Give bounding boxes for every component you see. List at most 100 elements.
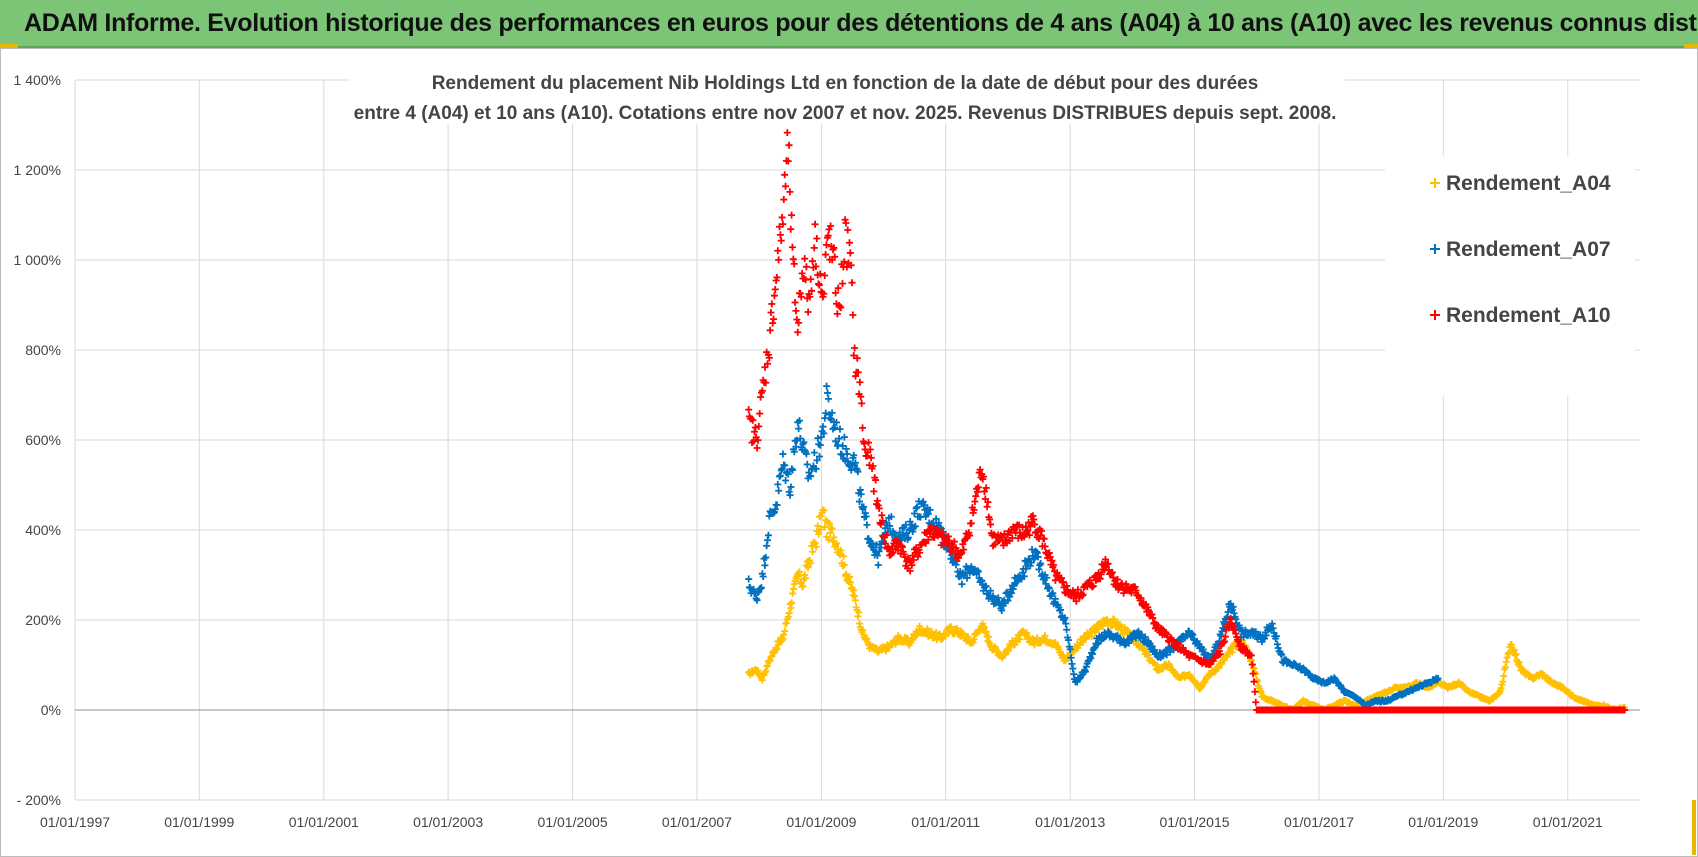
legend-marker <box>1430 244 1440 254</box>
chart-title: Rendement du placement Nib Holdings Ltd … <box>350 62 1345 124</box>
x-tick-label: 01/01/1999 <box>164 814 234 830</box>
data-point <box>881 539 889 547</box>
data-point <box>1229 603 1237 611</box>
data-point <box>869 462 877 470</box>
data-points <box>745 129 1629 714</box>
data-point <box>779 220 787 228</box>
data-point <box>751 423 759 431</box>
data-point <box>782 476 790 484</box>
y-tick-label: 1 200% <box>14 162 61 178</box>
data-point <box>842 219 850 227</box>
data-point <box>830 533 838 541</box>
data-point <box>835 435 843 443</box>
data-point <box>807 472 815 480</box>
data-point <box>762 553 770 561</box>
data-point <box>828 409 836 417</box>
data-point <box>1027 559 1035 567</box>
data-point <box>1016 635 1024 643</box>
data-point <box>757 584 765 592</box>
data-point <box>911 522 919 530</box>
data-point <box>844 226 852 234</box>
data-point <box>780 196 788 204</box>
data-point <box>960 546 968 554</box>
data-point <box>974 568 982 576</box>
data-point <box>867 454 875 462</box>
data-point <box>850 451 858 459</box>
data-point <box>825 520 833 528</box>
data-point <box>982 484 990 492</box>
data-point <box>806 293 814 301</box>
data-point <box>914 553 922 561</box>
data-point <box>813 235 821 243</box>
data-point <box>782 182 790 190</box>
data-point <box>976 466 984 474</box>
data-point <box>755 422 763 430</box>
data-point <box>766 326 774 334</box>
data-point <box>781 171 789 179</box>
data-point <box>802 574 810 582</box>
data-point <box>935 519 943 527</box>
data-point <box>797 293 805 301</box>
data-point <box>824 536 832 544</box>
data-point <box>950 538 958 546</box>
banner-corner-right <box>1684 44 1698 48</box>
data-point <box>874 561 882 569</box>
data-point <box>816 441 824 449</box>
data-point <box>1249 670 1257 678</box>
data-point <box>745 406 753 414</box>
data-point <box>830 244 838 252</box>
data-point <box>1088 632 1096 640</box>
data-point <box>765 354 773 362</box>
data-point <box>887 513 895 521</box>
data-point <box>839 442 847 450</box>
data-point <box>1025 531 1033 539</box>
data-point <box>808 287 816 295</box>
data-point <box>843 263 851 271</box>
data-point <box>817 433 825 441</box>
data-point <box>843 450 851 458</box>
data-point <box>779 450 787 458</box>
data-point <box>1252 698 1260 706</box>
data-point <box>998 607 1006 615</box>
data-point <box>958 580 966 588</box>
data-point <box>749 416 757 424</box>
data-point <box>906 567 914 575</box>
data-point <box>1221 633 1229 641</box>
data-point <box>831 253 839 261</box>
y-tick-label: - 200% <box>17 792 61 808</box>
data-point <box>756 410 764 418</box>
grid <box>74 79 1640 801</box>
data-point <box>832 539 840 547</box>
data-point <box>789 466 797 474</box>
data-point <box>775 487 783 495</box>
data-point <box>754 436 762 444</box>
data-point <box>788 243 796 251</box>
data-point <box>767 309 775 317</box>
data-point <box>812 262 820 270</box>
data-point <box>1278 651 1286 659</box>
y-tick-label: 400% <box>25 522 61 538</box>
data-point <box>1250 678 1258 686</box>
data-point <box>820 506 828 514</box>
data-point <box>824 389 832 397</box>
y-axis: - 200% 0% 200% 400% 600% 800% 1 000% 1 200% 1 40… <box>14 72 61 808</box>
data-point <box>822 241 830 249</box>
data-point <box>847 261 855 269</box>
data-point <box>795 319 803 327</box>
data-point <box>784 157 792 165</box>
data-point <box>816 453 824 461</box>
data-point <box>863 521 871 529</box>
data-point <box>773 645 781 653</box>
data-point <box>1050 561 1058 569</box>
data-point <box>758 387 766 395</box>
data-point <box>857 393 865 401</box>
data-point <box>837 304 845 312</box>
data-point <box>939 528 947 536</box>
data-point <box>908 561 916 569</box>
data-point <box>840 552 848 560</box>
data-point <box>980 487 988 495</box>
data-point <box>1043 574 1051 582</box>
data-point <box>768 300 776 308</box>
chart-title-background <box>350 62 1345 124</box>
data-point <box>926 529 934 537</box>
